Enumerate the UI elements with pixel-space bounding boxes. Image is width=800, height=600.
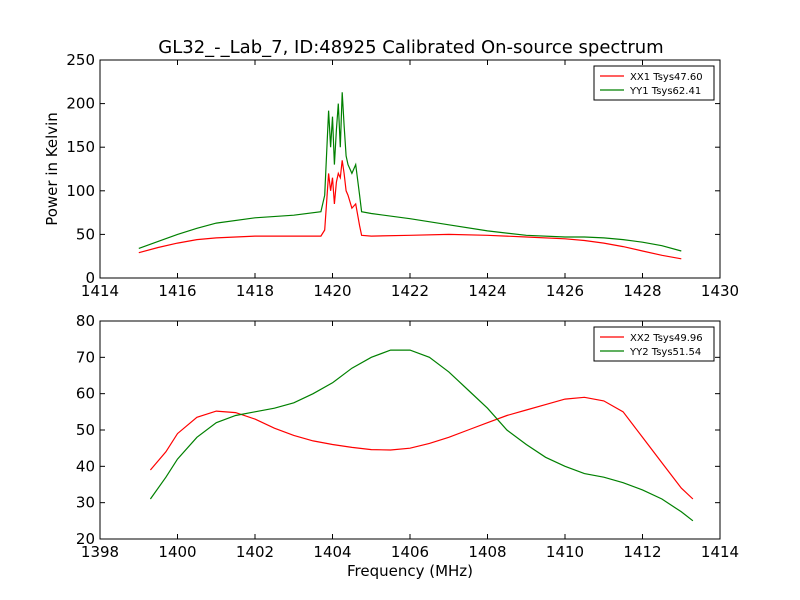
bottom-panel-legend-label: YY2 Tsys51.54	[629, 347, 701, 358]
bottom-panel-x-tick-label: 1402	[236, 543, 274, 561]
top-panel: 1414 1416 1418 1420 1422 1424 1426 1428 1430 0 50 1…	[43, 51, 739, 300]
bottom-panel-x-tick-label: 1398	[81, 543, 119, 561]
top-panel-y-tick-label: 150	[66, 138, 95, 156]
top-panel-series-line-2	[138, 92, 682, 252]
top-panel-x-tick-label: 1426	[546, 282, 584, 300]
top-panel-y-tick-label: 100	[66, 182, 95, 200]
bottom-panel-x-tick-label: 1414	[701, 543, 739, 561]
bottom-panel-y-tick-label: 80	[76, 312, 95, 330]
top-panel-ylabel: Power in Kelvin	[43, 112, 61, 226]
top-panel-legend-label: YY1 Tsys62.41	[629, 86, 701, 97]
bottom-panel-legend-box	[593, 326, 715, 362]
bottom-panel-x-tick-label: 1400	[158, 543, 196, 561]
top-panel-y-tick-label: 250	[66, 51, 95, 69]
top-panel-y-tick-label: 0	[85, 269, 95, 287]
top-panel-x-tick-label: 1414	[81, 282, 119, 300]
x-axis-label: Frequency (MHz)	[347, 562, 473, 580]
top-panel-x-tick-label: 1420	[313, 282, 351, 300]
bottom-panel-x-tick-label: 1404	[313, 543, 351, 561]
bottom-panel-y-tick-label: 40	[76, 457, 95, 475]
top-panel-x-tick-label: 1424	[468, 282, 506, 300]
bottom-panel-x-tick-label: 1408	[468, 543, 506, 561]
bottom-panel-y-tick-label: 20	[76, 530, 95, 548]
bottom-panel-y-tick-label: 70	[76, 348, 95, 366]
top-panel-legend: XX1 Tsys47.60 YY1 Tsys62.41	[593, 65, 715, 101]
bottom-panel-ticks: 1398 1400 1402 1404 1406 1408 1410 1412 1414 20 30…	[76, 312, 739, 561]
bottom-panel: 1398 1400 1402 1404 1406 1408 1410 1412 1414 20 30…	[76, 312, 739, 561]
top-panel-legend-label: XX1 Tsys47.60	[630, 72, 703, 83]
bottom-panel-legend-label: XX2 Tsys49.96	[630, 333, 703, 344]
top-panel-legend-box	[593, 65, 715, 101]
bottom-panel-y-tick-label: 30	[76, 494, 95, 512]
bottom-panel-x-tick-label: 1412	[623, 543, 661, 561]
bottom-panel-x-tick-label: 1410	[546, 543, 584, 561]
top-panel-x-tick-label: 1416	[158, 282, 196, 300]
bottom-panel-y-tick-label: 50	[76, 421, 95, 439]
top-panel-x-tick-label: 1422	[391, 282, 429, 300]
top-panel-series	[138, 92, 682, 260]
bottom-panel-y-tick-label: 60	[76, 385, 95, 403]
bottom-panel-series-line-2	[149, 349, 694, 522]
bottom-panel-series	[149, 349, 694, 522]
top-panel-x-tick-label: 1418	[236, 282, 274, 300]
top-panel-y-tick-label: 200	[66, 95, 95, 113]
bottom-panel-x-tick-label: 1406	[391, 543, 429, 561]
top-panel-series-line-1	[138, 160, 682, 260]
top-panel-y-tick-label: 50	[76, 225, 95, 243]
bottom-panel-series-line-1	[149, 396, 694, 500]
figure-title: GL32_-_Lab_7, ID:48925 Calibrated On-sou…	[158, 37, 663, 58]
top-panel-ticks: 1414 1416 1418 1420 1422 1424 1426 1428 1430 0 50 1…	[66, 51, 739, 300]
bottom-panel-legend: XX2 Tsys49.96 YY2 Tsys51.54	[593, 326, 715, 362]
top-panel-x-tick-label: 1428	[623, 282, 661, 300]
top-panel-x-tick-label: 1430	[701, 282, 739, 300]
